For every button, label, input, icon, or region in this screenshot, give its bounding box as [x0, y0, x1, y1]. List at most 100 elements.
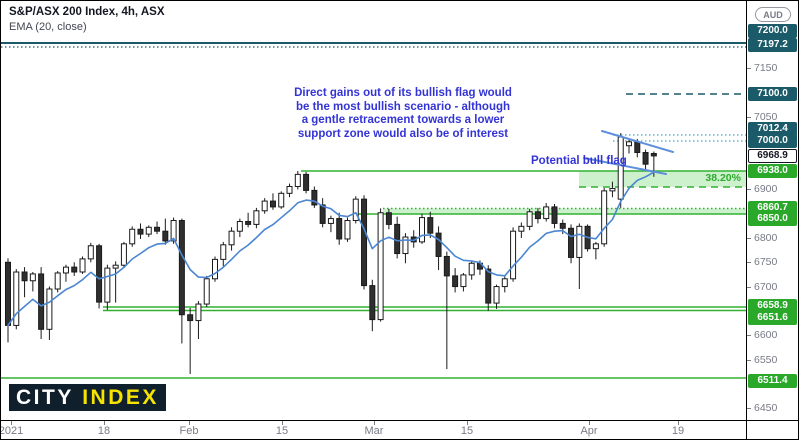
candle-body	[617, 136, 624, 200]
chart-header: S&P/ASX 200 Index, 4h, ASX EMA (20, clos…	[9, 5, 165, 35]
candle-body	[551, 206, 558, 224]
price-level-badge: 6651.6	[748, 311, 797, 325]
support-zone	[383, 208, 746, 214]
candle-body	[178, 220, 185, 316]
time-tick	[104, 421, 105, 425]
price-tick	[747, 360, 751, 361]
price-gridline-label: 6600	[754, 329, 778, 341]
candle-body	[327, 218, 334, 224]
time-axis-label: 19	[671, 425, 685, 437]
candle-body	[352, 198, 359, 222]
candle-body	[518, 225, 525, 232]
candle-body	[427, 217, 434, 234]
price-gridline-label: 6900	[754, 183, 778, 195]
candle-body	[609, 187, 616, 192]
candle-body	[460, 274, 467, 288]
time-tick	[589, 421, 590, 425]
time-axis-label: 15	[275, 425, 289, 437]
candle-body	[534, 211, 541, 220]
annotation-note-line: be the most bullish scenario - although	[295, 100, 511, 113]
candle-body	[419, 217, 425, 243]
time-axis-label: Apr	[580, 425, 598, 437]
candle-body	[212, 258, 218, 280]
trendline	[601, 130, 674, 153]
price-tick	[747, 117, 751, 118]
price-gridline-label: 6800	[754, 232, 778, 244]
candle-body	[253, 210, 260, 225]
candle-body	[120, 243, 127, 266]
price-level-badge: 7012.4	[748, 122, 797, 136]
annotation-note: Direct gains out of its bullish flag wou…	[253, 87, 553, 141]
candle-body	[112, 264, 119, 269]
time-axis[interactable]: 2021 18 Feb 15 Mar 15 Apr 19	[1, 421, 746, 439]
time-tick	[282, 421, 283, 425]
price-level-badge: 6511.4	[748, 374, 797, 388]
candle-body	[145, 226, 152, 235]
candle-body	[71, 266, 78, 273]
brand-logo-index: INDEX	[82, 386, 159, 409]
currency-badge[interactable]: AUD	[755, 7, 791, 22]
bull-flag-label: Potential bull flag	[531, 155, 627, 167]
time-axis-label: 15	[460, 425, 474, 437]
time-tick	[374, 421, 375, 425]
last-price-badge: 6968.9	[748, 149, 797, 163]
candle-body	[568, 227, 575, 258]
time-axis-label: 2021	[1, 425, 24, 437]
candle-body	[96, 245, 103, 303]
candle-body	[303, 173, 310, 191]
candle-body	[154, 226, 161, 232]
candle-body	[435, 232, 442, 257]
candle-body	[203, 278, 210, 305]
candle-body	[21, 271, 28, 282]
candle-body	[286, 186, 293, 194]
fib-retracement-label: 38.20%	[705, 172, 741, 184]
candle-body	[385, 212, 392, 225]
candle-body	[485, 268, 492, 304]
time-tick	[467, 421, 468, 425]
candle-body	[452, 275, 459, 288]
time-axis-divider	[1, 420, 798, 421]
candle-body	[29, 273, 36, 282]
price-tick	[747, 68, 751, 69]
candle-body	[402, 236, 409, 255]
candle-body	[642, 152, 649, 165]
candle-body	[526, 211, 533, 227]
trendline	[583, 157, 667, 175]
candle-body	[170, 220, 177, 242]
candle-body	[195, 303, 202, 322]
time-axis-label: Feb	[179, 425, 199, 437]
annotation-note-line: a gentle retracement towards a lower	[301, 114, 505, 126]
price-axis[interactable]: AUD 7150 7050 6900 6800 6750 6700 6600 6550 6450…	[747, 1, 798, 420]
candle-body	[54, 272, 61, 290]
candle-body	[62, 266, 69, 274]
candle-body	[187, 314, 194, 322]
candle-body	[601, 190, 608, 245]
price-gridline-label: 7050	[754, 111, 778, 123]
candle-body	[501, 278, 508, 288]
chart-title[interactable]: S&P/ASX 200 Index, 4h, ASX	[9, 6, 165, 18]
candle-body	[319, 204, 326, 224]
price-tick	[747, 262, 751, 263]
candle-body	[46, 288, 53, 330]
price-level-badge: 6860.7	[748, 201, 797, 215]
candle-body	[543, 206, 550, 220]
price-level-badge: 7100.0	[748, 87, 797, 101]
price-gridline-label: 6550	[754, 354, 778, 366]
candle-body	[5, 261, 11, 326]
price-level-badge: 7197.2	[748, 38, 797, 52]
candle-body	[344, 220, 351, 240]
time-tick	[11, 421, 12, 425]
indicator-label[interactable]: EMA (20, close)	[9, 21, 87, 33]
chart-canvas[interactable]	[1, 1, 746, 420]
candle-body	[626, 141, 632, 147]
candle-body	[220, 244, 227, 260]
ema-line	[7, 171, 655, 327]
price-tick	[747, 408, 751, 409]
candle-body	[104, 267, 111, 303]
candle-body	[269, 200, 276, 208]
candle-body	[38, 273, 45, 330]
price-tick	[747, 238, 751, 239]
candle-body	[369, 285, 376, 321]
price-level-badge: 7000.0	[748, 134, 797, 148]
